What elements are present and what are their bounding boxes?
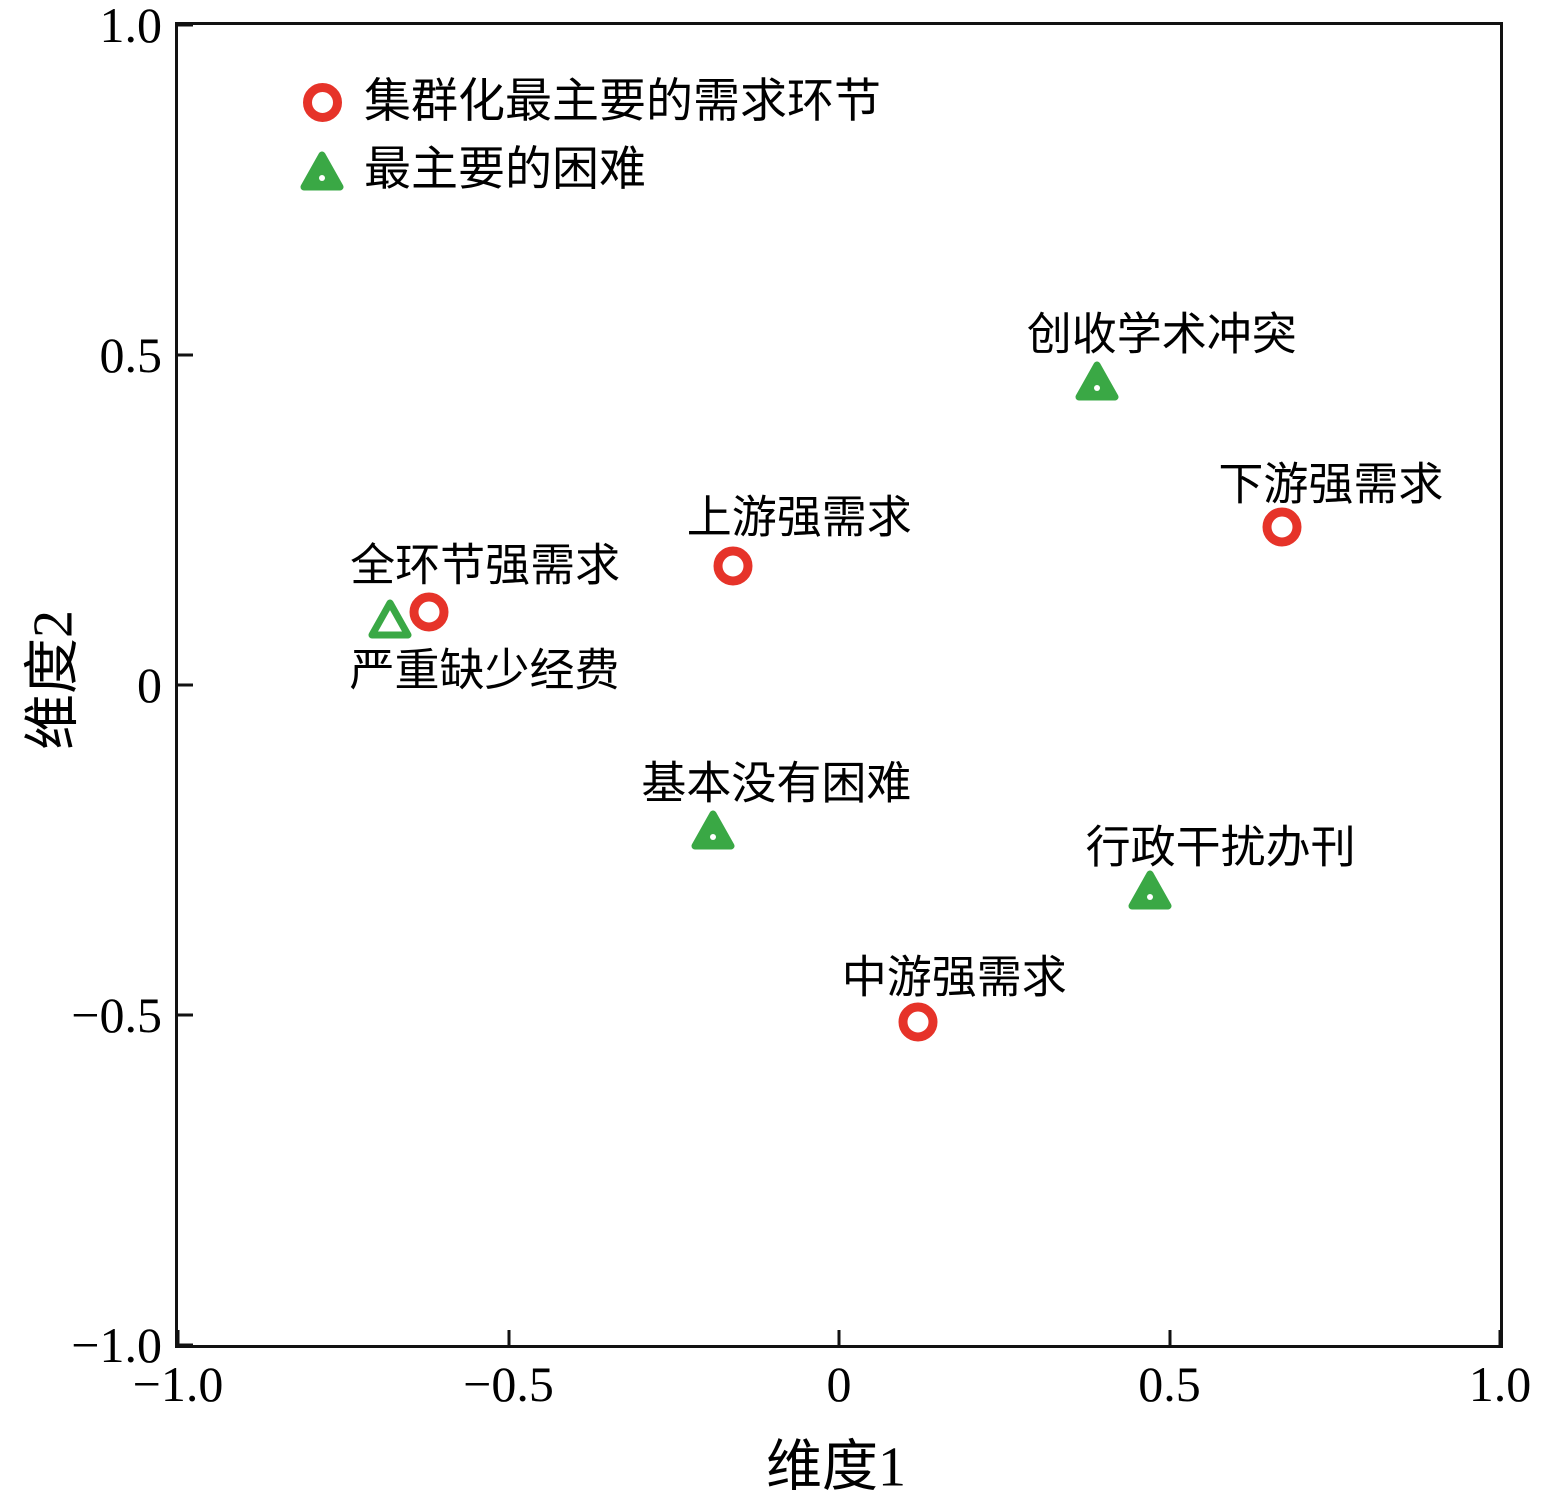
data-point-label: 下游强需求 [1218,459,1444,510]
data-point-label: 行政干扰办刊 [1085,822,1356,873]
x-tick-label: 0.5 [1138,1356,1201,1412]
x-tick [176,1330,180,1345]
data-point-triangle [368,599,412,639]
data-point-circle [713,546,753,586]
circle-marker-icon [300,81,344,125]
legend-label-demand: 集群化最主要的需求环节 [364,76,881,128]
y-tick-label: 0 [137,657,162,713]
y-axis-title: 维度2 [22,610,85,750]
data-point-triangle [1075,361,1119,401]
x-tick [1168,1330,1171,1345]
x-tick-label: −0.5 [463,1356,554,1412]
data-point-triangle [691,810,735,850]
triangle-marker-icon [300,149,344,193]
x-tick-label: 1.0 [1468,1356,1532,1412]
data-point-label: 基本没有困难 [641,758,912,809]
x-tick [837,1330,841,1345]
y-tick-label: 1.0 [99,0,163,53]
y-tick-label: 0.5 [99,327,163,383]
x-tick-label: 0 [826,1356,852,1412]
y-tick [178,683,193,687]
y-tick [178,1343,193,1347]
y-tick [178,353,193,357]
legend-label-difficulty: 最主要的困难 [364,143,646,196]
y-tick [178,1013,193,1017]
legend-item-difficulty: 最主要的困难 [300,143,881,197]
data-point-circle [1262,507,1302,547]
data-point-triangle [1128,870,1172,910]
data-point-label: 上游强需求 [686,492,912,543]
legend-item-demand: 集群化最主要的需求环节 [300,76,881,129]
data-point-circle [898,1002,938,1042]
data-point-label: 严重缺少经费 [349,645,620,696]
plot-area: 集群化最主要的需求环节 最主要的困难 −1.0 −0.5 0 0.5 1.0 −1.0 −0… [71,0,1531,1409]
x-tick [1498,1330,1502,1345]
data-point-label: 中游强需求 [841,952,1067,1003]
data-point-label: 全环节强需求 [350,540,621,591]
legend: 集群化最主要的需求环节 最主要的困难 [300,76,881,197]
x-tick-label: −1.0 [132,1356,224,1412]
data-point-circle [409,592,449,632]
data-point-label: 创收学术冲突 [1026,309,1297,360]
y-tick-label: −1.0 [71,1317,162,1373]
x-axis-title: 维度1 [766,1436,906,1499]
y-tick [178,23,193,27]
y-tick-label: −0.5 [71,987,162,1043]
x-tick [507,1330,510,1345]
